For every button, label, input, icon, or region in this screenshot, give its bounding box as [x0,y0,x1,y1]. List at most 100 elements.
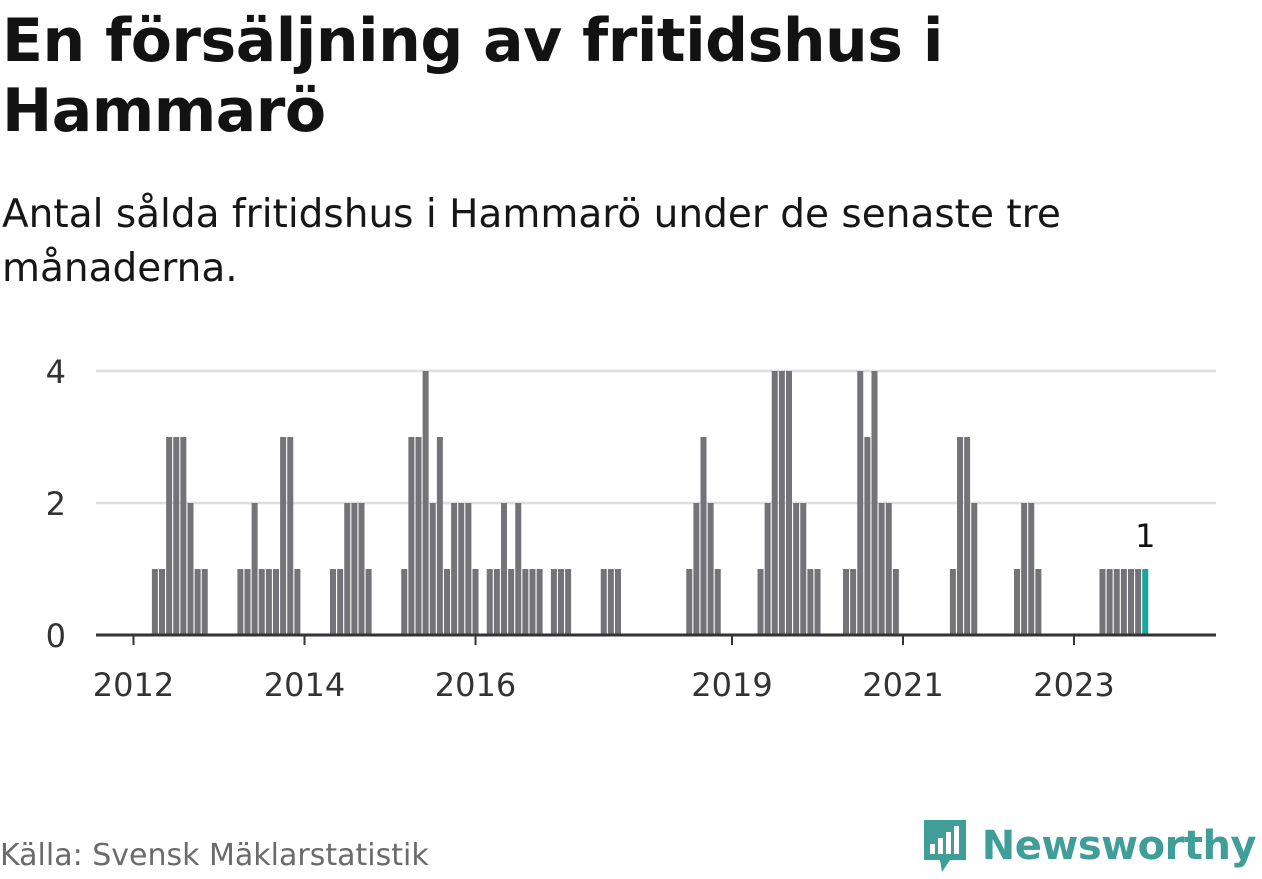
bar [415,437,422,635]
bar [786,371,792,635]
bar [451,503,458,635]
x-tick-label: 2021 [862,666,943,704]
bar [892,569,899,635]
bar [686,569,693,635]
bar [351,503,358,635]
bar [472,569,479,635]
y-tick-label: 2 [46,485,66,523]
newsworthy-logo-icon [923,820,966,872]
bar [949,569,956,635]
bar [778,371,785,635]
bar [151,569,158,635]
chart-title: En försäljning av fritidshus i Hammarö [2,6,943,146]
bar [600,569,607,635]
brand-logo[interactable]: Newsworthy [920,818,1257,874]
bar [187,503,194,635]
bar [180,437,187,635]
bar-highlight [1142,569,1149,635]
bar [422,371,429,635]
bar [501,503,507,635]
bar [814,569,821,635]
bar [757,569,764,635]
bar [436,437,443,635]
bar [764,503,771,635]
source-note: Källa: Svensk Mäklarstatistik [0,838,429,873]
bar [607,569,614,635]
bar [807,569,814,635]
bar [964,437,971,635]
bar [173,437,180,635]
x-tick-label: 2016 [435,666,516,704]
bar [522,569,529,635]
bar [771,371,778,635]
bar [337,569,344,635]
bar [857,371,864,635]
bar [714,569,721,635]
bar [565,569,572,635]
bar [878,503,885,635]
bar [287,437,294,635]
brand-name: Newsworthy [981,823,1257,869]
bar [871,371,878,635]
bar [159,569,165,635]
y-tick-label: 4 [46,353,66,391]
x-tick-label: 2012 [93,666,174,704]
bar [693,503,700,635]
bar [1014,569,1020,635]
bar [265,569,272,635]
bar [508,569,515,635]
bar [237,569,244,635]
bar [707,503,714,635]
bar [486,569,493,635]
bar [800,503,807,635]
bar [251,503,258,635]
bar [1099,569,1106,635]
bar [408,437,415,635]
highlight-data-label: 1 [1135,517,1155,555]
bar [401,569,408,635]
bar [1120,569,1127,635]
chart-subtitle: Antal sålda fritidshus i Hammarö under d… [2,192,1061,291]
bar [843,569,849,635]
bar [344,503,351,635]
bar [493,569,500,635]
x-tick-label: 2019 [691,666,772,704]
bar [1035,569,1042,635]
x-tick-label: 2014 [264,666,345,704]
bar [258,569,265,635]
bar [365,569,372,635]
bar [429,503,436,635]
bar [700,437,707,635]
x-tick-label: 2023 [1033,666,1114,704]
bar [793,503,800,635]
bar [1021,503,1028,635]
bar [536,569,543,635]
bar [465,503,472,635]
bar [330,569,336,635]
bar [515,503,522,635]
bar [244,569,251,635]
bar [885,503,892,635]
bar [294,569,301,635]
bar [971,503,978,635]
bar [864,437,871,635]
bar [615,569,621,635]
bar [458,503,465,635]
bar-chart: 0 2 4 1 2012 2014 2016 2019 2021 2023 [46,353,1216,704]
bar [194,569,201,635]
y-tick-label: 0 [46,617,66,655]
bar [558,569,564,635]
bar [1113,569,1120,635]
bar [201,569,208,635]
bar [166,437,173,635]
bar [550,569,557,635]
bar [1106,569,1113,635]
bar [358,503,365,635]
bar [444,569,450,635]
bar [529,569,536,635]
bar [1028,503,1035,635]
bar [957,437,963,635]
bar [1135,569,1142,635]
bar [1128,569,1134,635]
bar [280,437,287,635]
